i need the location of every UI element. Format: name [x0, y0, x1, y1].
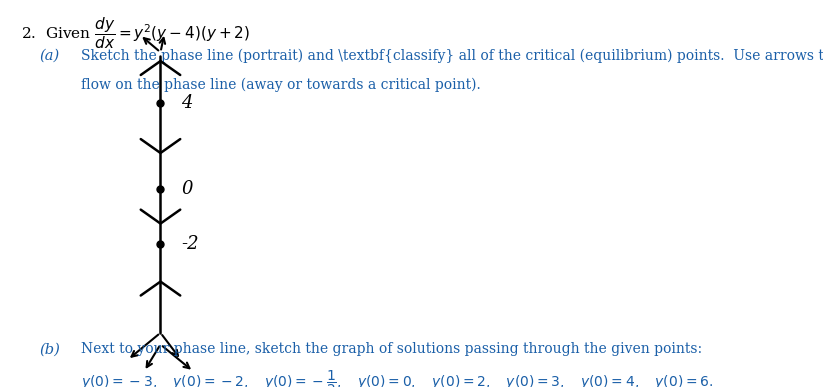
- Text: 2.  Given $\dfrac{dy}{dx} = y^2(y-4)(y+2)$: 2. Given $\dfrac{dy}{dx} = y^2(y-4)(y+2)…: [21, 15, 250, 51]
- Text: 4: 4: [181, 94, 193, 112]
- Text: Next to your phase line, sketch the graph of solutions passing through the given: Next to your phase line, sketch the grap…: [81, 342, 702, 356]
- Text: (a): (a): [40, 48, 60, 62]
- Text: flow on the phase line (away or towards a critical point).: flow on the phase line (away or towards …: [81, 77, 481, 92]
- Text: Sketch the phase line (portrait) and \textbf{classify} all of the critical (equi: Sketch the phase line (portrait) and \te…: [81, 48, 823, 63]
- Text: (b): (b): [40, 342, 60, 356]
- Text: 0: 0: [181, 180, 193, 198]
- Text: -2: -2: [181, 235, 198, 253]
- Text: $y(0) = -3, \quad y(0) = -2, \quad y(0) = -\dfrac{1}{2}, \quad y(0) = 0, \quad y: $y(0) = -3, \quad y(0) = -2, \quad y(0) …: [81, 369, 713, 387]
